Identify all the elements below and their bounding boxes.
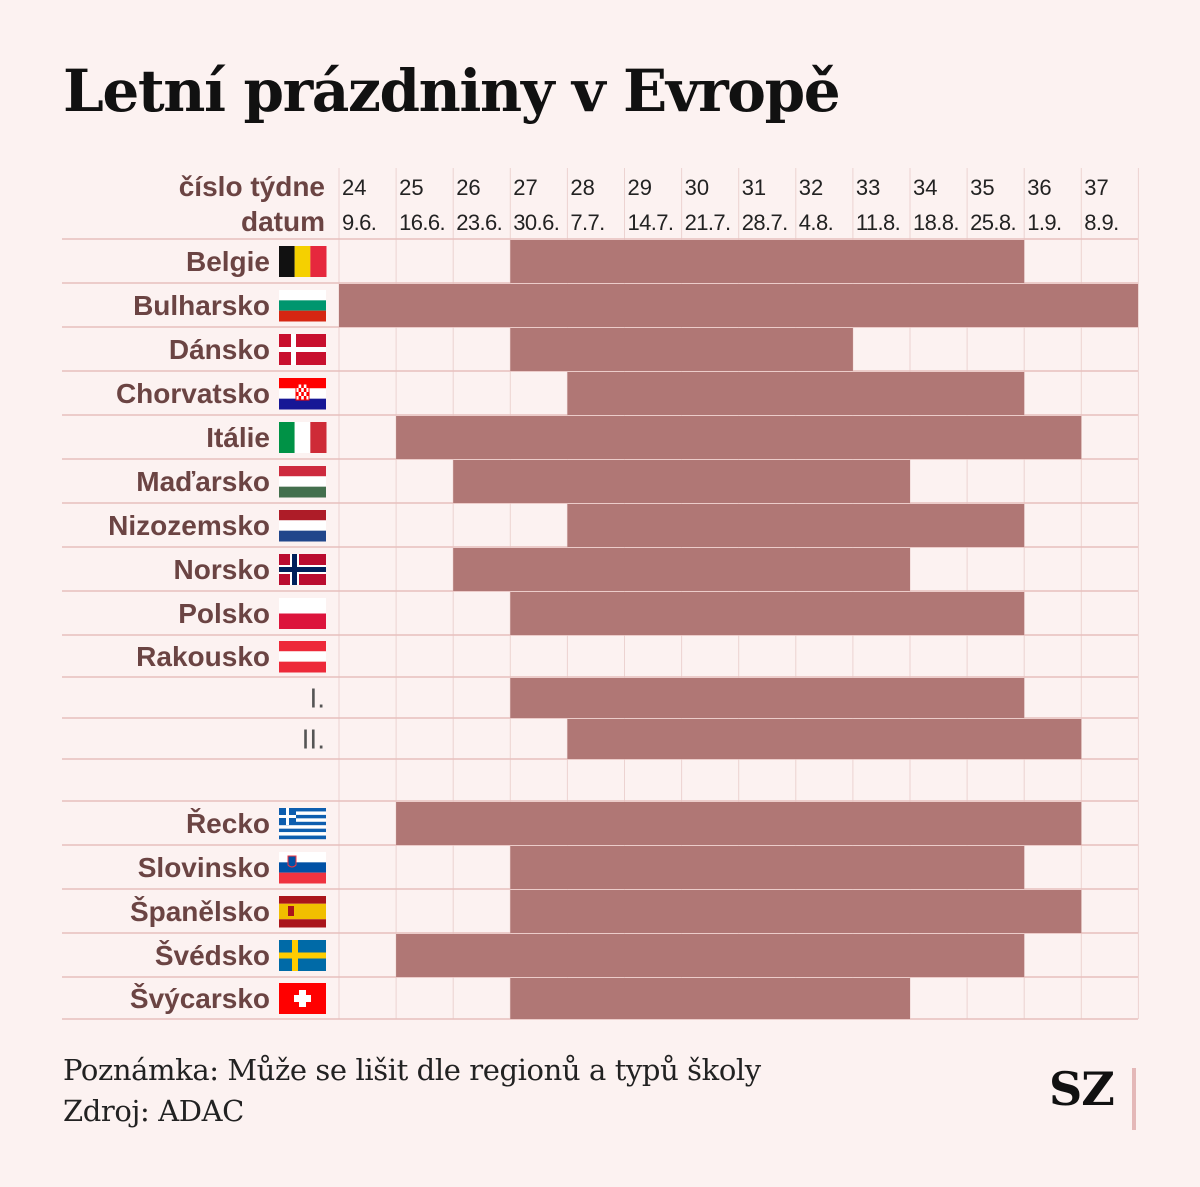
date-tick-label: 16.6.: [399, 210, 445, 235]
holiday-bar: [510, 592, 1025, 635]
at-flag-icon: [279, 641, 326, 673]
hu-flag-icon: [279, 466, 326, 498]
hr-flag-icon: [279, 378, 326, 410]
holiday-bars: [339, 240, 1138, 1019]
country-label: Nizozemsko: [108, 510, 270, 541]
week-tick-label: 28: [570, 175, 594, 200]
holiday-bar: [510, 890, 1082, 933]
country-label: II.: [302, 724, 325, 755]
es-flag-icon: [279, 896, 326, 928]
nl-flag-icon: [279, 510, 326, 542]
holiday-bar: [510, 678, 1025, 718]
dk-flag-icon: [279, 334, 326, 365]
date-tick-label: 1.9.: [1027, 210, 1061, 235]
source: Zdroj: ADAC: [63, 1094, 244, 1128]
logo-accent-bar: [1132, 1068, 1136, 1130]
be-flag-icon: [279, 246, 327, 277]
date-tick-label: 8.9.: [1084, 210, 1118, 235]
sz-logo: SZ: [1049, 1062, 1115, 1116]
pl-flag-icon: [279, 598, 326, 629]
country-label: Švédsko: [155, 939, 270, 971]
date-label: datum: [241, 206, 325, 237]
it-flag-icon: [279, 422, 327, 453]
holiday-bar: [510, 846, 1025, 889]
holiday-bar: [396, 416, 1082, 459]
date-tick-label: 30.6.: [513, 210, 559, 235]
week-tick-label: 31: [742, 175, 766, 200]
date-tick-label: 14.7.: [628, 210, 674, 235]
country-label: I.: [309, 683, 325, 714]
date-tick-label: 28.7.: [742, 210, 788, 235]
se-flag-icon: [279, 940, 326, 971]
country-label: Švýcarsko: [130, 982, 270, 1014]
week-tick-label: 29: [628, 175, 652, 200]
no-flag-icon: [279, 554, 326, 585]
country-label: Slovinsko: [138, 852, 270, 883]
ch-flag-icon: [279, 983, 326, 1014]
footer: Poznámka: Může se lišit dle regionů a ty…: [63, 1050, 761, 1132]
si-flag-icon: [279, 852, 326, 884]
bg-flag-icon: [279, 290, 326, 322]
country-label: Itálie: [206, 422, 270, 453]
week-tick-label: 26: [456, 175, 480, 200]
country-label: Řecko: [186, 808, 270, 839]
date-tick-label: 11.8.: [856, 210, 900, 235]
week-tick-label: 24: [342, 175, 366, 200]
country-label: Belgie: [186, 246, 270, 277]
date-tick-label: 21.7.: [685, 210, 731, 235]
country-label: Rakousko: [136, 641, 270, 672]
gr-flag-icon: [279, 808, 326, 840]
country-label: Maďarsko: [136, 466, 270, 497]
date-tick-label: 7.7.: [570, 210, 604, 235]
holiday-bar: [396, 934, 1025, 977]
week-tick-label: 30: [685, 175, 709, 200]
date-tick-label: 4.8.: [799, 210, 833, 235]
week-tick-label: 32: [799, 175, 823, 200]
date-tick-label: 9.6.: [342, 210, 376, 235]
week-tick-label: 27: [513, 175, 537, 200]
week-tick-label: 34: [913, 175, 937, 200]
week-tick-label: 35: [970, 175, 994, 200]
holiday-bar: [510, 978, 910, 1019]
holiday-bar: [567, 504, 1025, 547]
week-tick-label: 36: [1027, 175, 1051, 200]
country-label: Polsko: [178, 598, 270, 629]
holiday-bar: [567, 719, 1082, 759]
footnote: Poznámka: Může se lišit dle regionů a ty…: [63, 1053, 761, 1087]
date-tick-label: 25.8.: [970, 210, 1016, 235]
country-label: Španělsko: [130, 895, 270, 927]
holiday-bar: [339, 284, 1138, 327]
holiday-bar: [453, 460, 910, 503]
holiday-bar: [510, 240, 1025, 283]
holiday-gantt-chart: číslo týdne datum 24 25 26 27 28 29 30 31 32 33 34…: [62, 168, 1139, 1020]
country-label: Dánsko: [169, 334, 270, 365]
date-tick-label: 18.8.: [913, 210, 959, 235]
chart-title: Letní prázdniny v Evropě: [63, 57, 841, 125]
country-labels: Belgie Bulharsko Dánsko Chorvatsko Itálie Maď…: [108, 246, 325, 1014]
holiday-bar: [396, 802, 1082, 845]
holiday-bar: [510, 328, 853, 371]
date-tick-label: 23.6.: [456, 210, 502, 235]
country-label: Norsko: [174, 554, 270, 585]
country-label: Chorvatsko: [116, 378, 270, 409]
holiday-bar: [453, 548, 910, 591]
week-tick-label: 33: [856, 175, 880, 200]
holiday-bar: [567, 372, 1025, 415]
country-label: Bulharsko: [133, 290, 270, 321]
week-number-label: číslo týdne: [179, 171, 325, 202]
week-axis: 24 25 26 27 28 29 30 31 32 33 34 35 36 37 9.6. 16.6. 23.…: [342, 175, 1119, 235]
week-tick-label: 25: [399, 175, 423, 200]
country-flags: [279, 246, 327, 1014]
week-tick-label: 37: [1084, 175, 1108, 200]
